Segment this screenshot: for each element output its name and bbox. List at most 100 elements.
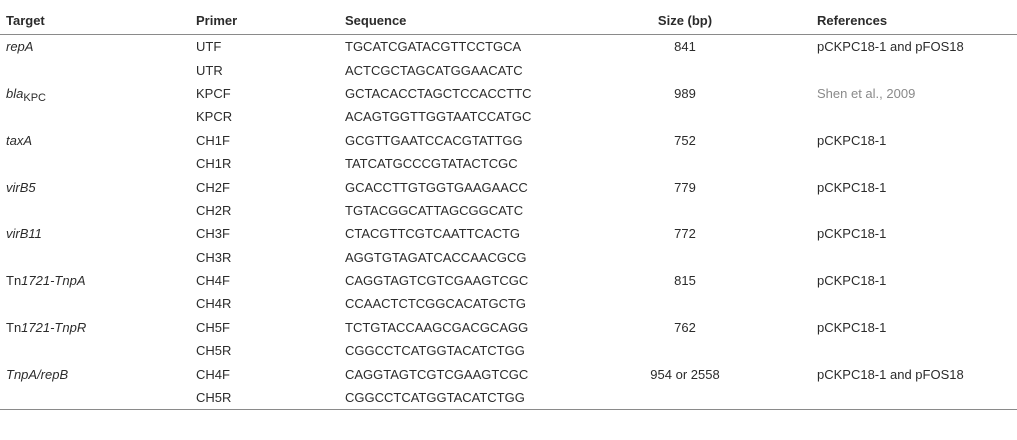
primer-cell: CH2F [196,179,230,195]
primer-cell: KPCF [196,85,231,101]
table-row: TnpA/repB CH4F CAGGTAGTCGTCGAAGTCGC 954 … [0,362,1017,385]
reference-cell: pCKPC18-1 [817,319,887,335]
sequence-cell: TGTACGGCATTAGCGGCATC [345,202,524,218]
size-cell: 841 [674,39,696,55]
primer-cell: CH3F [196,226,230,242]
table-row: CH5R CGGCCTCATGGTACATCTGG [0,339,1017,362]
sequence-cell: TGCATCGATACGTTCCTGCA [345,39,522,55]
reference-cell: pCKPC18-1 [817,273,887,289]
target-cell: taxA [6,132,33,148]
target-cell [0,385,196,411]
table-row: Tn1721-TnpR CH5F TCTGTACCAAGCGACGCAGG 76… [0,316,1017,339]
size-cell: 752 [674,132,696,148]
table-row: CH3R AGGTGTAGATCACCAACGCG [0,246,1017,269]
primer-cell: CH5R [196,343,232,359]
header-sequence: Sequence [345,6,595,35]
sequence-cell: CCAACTCTCGGCACATGCTG [345,296,527,312]
sequence-cell: GCGTTGAATCCACGTATTGG [345,132,523,148]
size-cell [595,385,775,411]
sequence-cell: ACTCGCTAGCATGGAACATC [345,62,523,78]
size-cell: 762 [674,319,696,335]
sequence-cell: GCTACACCTAGCTCCACCTTC [345,85,532,101]
size-cell [595,105,775,128]
target-cell: Tn1721-TnpR [0,316,196,339]
reference-cell: pCKPC18-1 [817,132,887,148]
target-cell: Tn1721-TnpA [0,269,196,292]
table-row: CH4R CCAACTCTCGGCACATGCTG [0,292,1017,315]
reference-cell [775,58,1017,81]
header-target: Target [0,6,196,35]
size-cell: 815 [674,273,696,289]
primer-cell: CH4F [196,273,230,289]
target-gene: 1721-TnpA [21,273,86,289]
table-row: repA UTF TGCATCGATACGTTCCTGCA 841 pCKPC1… [0,35,1017,59]
reference-cell [775,385,1017,411]
size-cell [595,152,775,175]
size-cell: 954 or 2558 [650,366,720,382]
table-row: virB11 CH3F CTACGTTCGTCAATTCACTG 772 pCK… [0,222,1017,245]
target-prefix: Tn [6,273,22,289]
target-cell [0,58,196,81]
sequence-cell: CAGGTAGTCGTCGAAGTCGC [345,366,529,382]
reference-cell: pCKPC18-1 [817,179,887,195]
table-row: blaKPC KPCF GCTACACCTAGCTCCACCTTC 989 Sh… [0,82,1017,105]
target-cell [0,246,196,269]
reference-cell [775,339,1017,362]
target-cell [0,339,196,362]
reference-cell [775,199,1017,222]
target-prefix: Tn [6,319,22,335]
primer-cell: CH1R [196,156,232,172]
target-gene: 1721-TnpR [21,319,87,335]
size-cell [595,199,775,222]
sequence-cell: ACAGTGGTTGGTAATCCATGC [345,109,532,125]
reference-cell: pCKPC18-1 and pFOS18 [817,366,964,382]
primer-cell: CH3R [196,249,232,265]
reference-cell [775,292,1017,315]
table-row: KPCR ACAGTGGTTGGTAATCCATGC [0,105,1017,128]
primer-cell: CH4R [196,296,232,312]
header-primer: Primer [196,6,345,35]
size-cell [595,58,775,81]
table-row: Tn1721-TnpA CH4F CAGGTAGTCGTCGAAGTCGC 81… [0,269,1017,292]
sequence-cell: CGGCCTCATGGTACATCTGG [345,343,525,359]
sequence-cell: CGGCCTCATGGTACATCTGG [345,385,595,411]
size-cell: 989 [674,85,696,101]
reference-link[interactable]: Shen et al., 2009 [817,85,916,101]
table-row: virB5 CH2F GCACCTTGTGGTGAAGAACC 779 pCKP… [0,175,1017,198]
size-cell: 779 [674,179,696,195]
header-size: Size (bp) [595,6,775,35]
primer-cell: CH5F [196,319,230,335]
table-row: CH5R CGGCCTCATGGTACATCTGG [0,385,1017,411]
size-cell: 772 [674,226,696,242]
target-main: bla [6,85,24,101]
size-cell [595,339,775,362]
target-cell: virB5 [6,179,36,195]
primer-cell: CH2R [196,202,232,218]
table-row: CH2R TGTACGGCATTAGCGGCATC [0,199,1017,222]
table-row: CH1R TATCATGCCCGTATACTCGC [0,152,1017,175]
header-row: Target Primer Sequence Size (bp) Referen… [0,6,1017,35]
target-cell: TnpA/repB [6,366,69,382]
reference-cell [775,246,1017,269]
primer-table: Target Primer Sequence Size (bp) Referen… [0,6,1017,411]
primer-cell: UTR [196,62,223,78]
target-subscript: KPC [23,91,46,104]
primer-cell: CH1F [196,132,230,148]
target-cell [0,292,196,315]
target-cell: virB11 [6,226,42,242]
reference-cell [775,152,1017,175]
primer-cell: CH5R [196,385,345,411]
sequence-cell: AGGTGTAGATCACCAACGCG [345,249,527,265]
header-references: References [775,6,1017,35]
reference-cell [775,105,1017,128]
primer-cell: KPCR [196,109,233,125]
target-cell [0,105,196,128]
primer-cell: CH4F [196,366,230,382]
sequence-cell: TATCATGCCCGTATACTCGC [345,156,518,172]
sequence-cell: CAGGTAGTCGTCGAAGTCGC [345,273,529,289]
reference-cell: pCKPC18-1 and pFOS18 [817,39,964,55]
target-cell: repA [6,39,34,55]
sequence-cell: GCACCTTGTGGTGAAGAACC [345,179,528,195]
size-cell [595,246,775,269]
sequence-cell: CTACGTTCGTCAATTCACTG [345,226,521,242]
